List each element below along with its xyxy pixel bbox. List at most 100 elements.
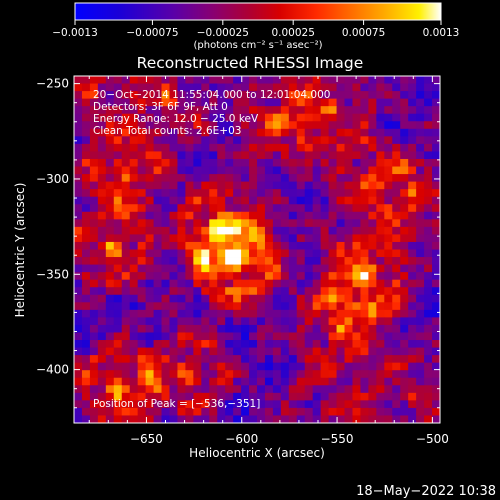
heatmap-cell <box>177 294 186 303</box>
heatmap-cell <box>177 106 186 115</box>
heatmap-cell <box>169 317 178 326</box>
heatmap-cell <box>336 309 345 318</box>
heatmap-cell <box>400 294 409 303</box>
heatmap-cell <box>264 196 274 205</box>
heatmap-cell <box>288 158 298 167</box>
heatmap-cell <box>105 106 115 115</box>
heatmap-cell <box>257 204 266 213</box>
heatmap-cell <box>257 370 266 379</box>
heatmap-cell <box>280 370 290 379</box>
heatmap-cell <box>169 340 178 348</box>
heatmap-cell <box>193 392 202 401</box>
heatmap-cell <box>169 241 178 250</box>
heatmap-cell <box>241 249 250 258</box>
heatmap-cell <box>360 415 369 424</box>
heatmap-cell <box>185 143 194 152</box>
heatmap-cell <box>416 106 425 115</box>
heatmap-cell <box>257 121 266 130</box>
heatmap-cell <box>328 143 337 152</box>
heatmap-cell <box>280 121 290 130</box>
heatmap-cell <box>360 302 369 311</box>
heatmap-cell <box>217 362 226 371</box>
heatmap-cell <box>153 98 162 107</box>
heatmap-cell <box>241 234 250 243</box>
heatmap-cell <box>296 332 306 341</box>
heatmap-cell <box>249 332 258 341</box>
heatmap-cell <box>280 83 290 92</box>
heatmap-cell <box>408 136 417 145</box>
heatmap-cell <box>320 151 330 160</box>
heatmap-cell <box>320 226 330 235</box>
heatmap-cell <box>336 249 345 258</box>
heatmap-cell <box>217 287 226 296</box>
heatmap-cell <box>249 249 258 258</box>
heatmap-cell <box>233 415 242 424</box>
heatmap-cell <box>145 136 154 145</box>
heatmap-cell <box>225 189 234 198</box>
heatmap-cell <box>376 204 385 213</box>
heatmap-cell <box>304 294 314 303</box>
heatmap-cell <box>280 211 290 220</box>
heatmap-cell <box>296 166 306 175</box>
heatmap-cell <box>129 324 139 333</box>
heatmap-cell <box>376 98 385 107</box>
heatmap-cell <box>145 166 154 175</box>
heatmap-cell <box>241 211 250 220</box>
heatmap-cell <box>97 83 107 92</box>
heatmap-cell <box>368 279 377 288</box>
heatmap-cell <box>137 98 147 107</box>
heatmap-cell <box>241 355 250 364</box>
heatmap-cell <box>320 128 330 137</box>
heatmap-cell <box>233 385 242 394</box>
heatmap-cell <box>432 309 441 318</box>
heatmap-cell <box>408 181 417 190</box>
heatmap-cell <box>113 362 123 371</box>
heatmap-cell <box>161 340 170 348</box>
heatmap-cell <box>400 234 409 243</box>
heatmap-cell <box>320 385 330 394</box>
heatmap-cell <box>328 287 337 296</box>
heatmap-cell <box>320 181 330 190</box>
heatmap-cell <box>74 83 83 92</box>
heatmap-cell <box>105 377 115 386</box>
heatmap-cell <box>296 98 306 107</box>
heatmap-cell <box>280 294 290 303</box>
heatmap-cell <box>360 257 369 265</box>
heatmap-cell <box>81 158 91 167</box>
heatmap-cell <box>177 340 186 348</box>
heatmap-cell <box>233 189 242 198</box>
heatmap-cell <box>360 98 369 107</box>
heatmap-cell <box>352 98 361 107</box>
heatmap-cell <box>408 128 417 137</box>
heatmap-cell <box>288 151 298 160</box>
heatmap-cell <box>233 98 242 107</box>
heatmap-cell <box>376 158 385 167</box>
heatmap-cell <box>185 415 194 424</box>
heatmap-cell <box>233 196 242 205</box>
heatmap-cell <box>185 196 194 205</box>
heatmap-cell <box>288 249 298 258</box>
heatmap-cell <box>113 166 123 175</box>
heatmap-cell <box>249 143 258 152</box>
heatmap-cell <box>296 287 306 296</box>
heatmap-cell <box>129 113 139 122</box>
heatmap-cell <box>328 211 337 220</box>
heatmap-cell <box>432 166 441 175</box>
heatmap-cell <box>376 407 385 416</box>
heatmap-cell <box>384 98 393 107</box>
heatmap-cell <box>416 385 425 394</box>
heatmap-cell <box>320 121 330 130</box>
heatmap-cell <box>129 158 139 167</box>
heatmap-cell <box>225 234 234 243</box>
heatmap-cell <box>105 76 115 84</box>
heatmap-cell <box>74 181 83 190</box>
heatmap-cell <box>416 121 425 130</box>
heatmap-cell <box>89 91 99 100</box>
heatmap-cell <box>400 302 409 311</box>
heatmap-cell <box>225 279 234 288</box>
heatmap-cell <box>336 83 345 92</box>
heatmap-cell <box>233 377 242 386</box>
heatmap-cell <box>336 264 345 273</box>
heatmap-cell <box>320 272 330 281</box>
heatmap-cell <box>74 128 83 137</box>
